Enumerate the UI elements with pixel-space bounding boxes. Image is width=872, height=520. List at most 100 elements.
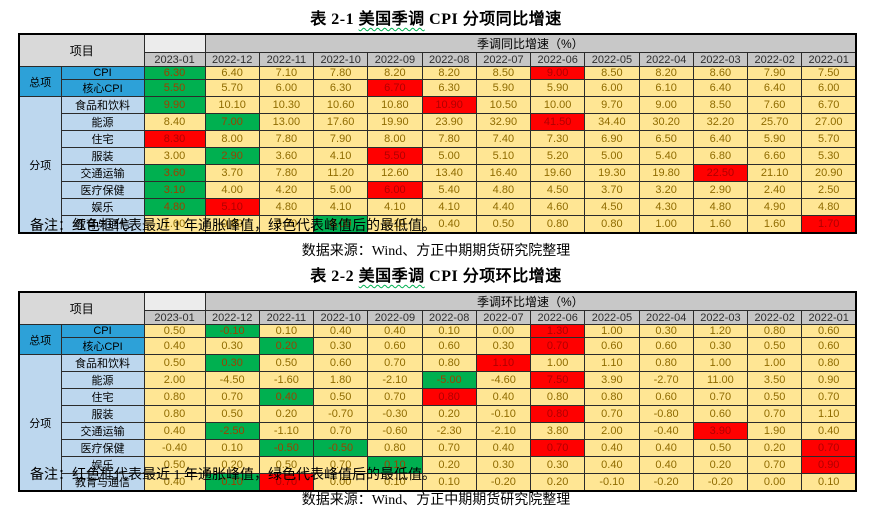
value-cell: 1.00 bbox=[747, 354, 803, 372]
value-cell: 3.80 bbox=[530, 422, 586, 440]
value-cell: 8.00 bbox=[367, 130, 423, 148]
column-header-date: 2022-04 bbox=[638, 310, 694, 325]
value-cell: 0.50 bbox=[747, 337, 803, 355]
table2-note: 备注：红色框代表最近 1 年通胀峰值，绿色代表峰值后的最低值。 bbox=[30, 468, 436, 483]
value-cell: 0.60 bbox=[692, 405, 749, 423]
column-header-date: 2022-08 bbox=[421, 310, 477, 325]
value-cell: 30.20 bbox=[638, 113, 694, 131]
value-cell: 3.20 bbox=[638, 181, 694, 199]
value-cell: -0.40 bbox=[143, 439, 206, 457]
value-cell: 9.70 bbox=[584, 96, 640, 114]
value-cell: 4.90 bbox=[747, 198, 803, 216]
value-cell: 0.80 bbox=[584, 215, 640, 234]
value-cell: 2.90 bbox=[204, 147, 260, 165]
value-cell: 5.00 bbox=[313, 181, 369, 199]
value-cell: 0.80 bbox=[801, 354, 857, 372]
value-cell: 0.70 bbox=[747, 405, 803, 423]
value-cell: 3.50 bbox=[747, 371, 803, 389]
value-cell: 4.10 bbox=[313, 198, 369, 216]
value-cell: 6.70 bbox=[801, 96, 857, 114]
value-cell: 0.70 bbox=[313, 456, 369, 474]
value-cell: 0.30 bbox=[638, 324, 694, 338]
cpi-yoy-table: 项目 季调同比增速（%） 2023-01 2022-12 2022-11 2022-10 2… bbox=[18, 33, 858, 234]
value-cell: 7.00 bbox=[204, 113, 260, 131]
value-cell: 0.40 bbox=[584, 439, 640, 457]
value-cell: 0.50 bbox=[143, 456, 206, 474]
value-cell: 0.80 bbox=[584, 388, 640, 406]
value-cell: 3.60 bbox=[143, 164, 206, 182]
value-cell: -0.50 bbox=[313, 439, 369, 457]
value-cell: 0.60 bbox=[313, 354, 369, 372]
value-cell: 25.70 bbox=[747, 113, 803, 131]
value-cell: 4.80 bbox=[258, 198, 315, 216]
value-cell: 8.20 bbox=[367, 66, 423, 80]
value-cell: 0.80 bbox=[530, 215, 586, 234]
column-header-date: 2022-02 bbox=[747, 52, 803, 67]
value-cell: 2.00 bbox=[143, 371, 206, 389]
value-cell: -1.60 bbox=[258, 371, 315, 389]
value-cell: 6.10 bbox=[638, 79, 694, 97]
value-cell: 0.00 bbox=[313, 473, 369, 492]
value-cell: 4.10 bbox=[367, 198, 423, 216]
value-cell: 7.40 bbox=[475, 130, 532, 148]
column-header-date: 2023-01 bbox=[143, 310, 206, 325]
row-label: 核心CPI bbox=[60, 337, 145, 355]
column-header-date: 2022-09 bbox=[367, 310, 423, 325]
value-cell: 0.20 bbox=[258, 405, 315, 423]
value-cell: 5.20 bbox=[530, 147, 586, 165]
value-cell: 5.70 bbox=[801, 130, 857, 148]
value-cell: 4.10 bbox=[421, 198, 477, 216]
value-cell: 6.40 bbox=[692, 130, 749, 148]
table1-source: 数据来源：Wind、方正中期期货研究院整理 bbox=[301, 244, 571, 259]
cpi-mom-table: 项目 季调环比增速（%） 2023-01 2022-12 2022-11 2022-10 2… bbox=[18, 291, 858, 492]
value-cell: 0.70 bbox=[530, 337, 586, 355]
value-cell: 11.00 bbox=[692, 371, 749, 389]
column-header-date: 2022-12 bbox=[204, 310, 260, 325]
value-cell: 1.20 bbox=[692, 324, 749, 338]
value-cell: 6.40 bbox=[747, 79, 803, 97]
value-cell: 6.40 bbox=[204, 66, 260, 80]
row-label: 医疗保健 bbox=[60, 181, 145, 199]
row-label: CPI bbox=[60, 66, 145, 80]
column-header-date: 2022-10 bbox=[313, 310, 369, 325]
column-header-date: 2022-08 bbox=[421, 52, 477, 67]
value-cell: 3.60 bbox=[258, 147, 315, 165]
row-label: 医疗保健 bbox=[60, 439, 145, 457]
table2-title-prefix: 表 2-2 bbox=[310, 268, 355, 285]
column-header-date: 2022-04 bbox=[638, 52, 694, 67]
value-cell: 0.20 bbox=[692, 456, 749, 474]
column-header-date: 2022-07 bbox=[475, 52, 532, 67]
value-cell: 1.00 bbox=[584, 324, 640, 338]
row-label: 交通运输 bbox=[60, 164, 145, 182]
value-cell: 6.30 bbox=[143, 66, 206, 80]
value-cell: 0.40 bbox=[475, 388, 532, 406]
value-cell: 19.30 bbox=[584, 164, 640, 182]
value-cell: 6.70 bbox=[367, 79, 423, 97]
value-cell: 0.80 bbox=[421, 388, 477, 406]
value-cell: 0.30 bbox=[475, 456, 532, 474]
column-header-date: 2023-01 bbox=[143, 52, 206, 67]
value-cell: 5.00 bbox=[421, 147, 477, 165]
value-cell: 0.10 bbox=[258, 324, 315, 338]
value-cell: 8.50 bbox=[692, 96, 749, 114]
value-cell: 0.40 bbox=[367, 324, 423, 338]
value-cell: 0.80 bbox=[530, 388, 586, 406]
table2-title: 表 2-2 美国季调 CPI 分项环比增速 bbox=[0, 262, 872, 286]
value-cell: 0.70 bbox=[692, 388, 749, 406]
value-cell: 0.80 bbox=[143, 388, 206, 406]
value-cell: 10.80 bbox=[367, 96, 423, 114]
value-cell: 5.00 bbox=[584, 147, 640, 165]
value-cell: 3.90 bbox=[692, 422, 749, 440]
value-cell: 7.80 bbox=[313, 66, 369, 80]
value-cell: 1.10 bbox=[584, 354, 640, 372]
row-label: 娱乐 bbox=[60, 456, 145, 474]
column-header-date: 2022-10 bbox=[313, 52, 369, 67]
value-cell: 8.20 bbox=[421, 66, 477, 80]
value-cell: 0.00 bbox=[475, 324, 532, 338]
value-cell: 0.20 bbox=[530, 473, 586, 492]
value-cell: 8.50 bbox=[584, 66, 640, 80]
value-cell: 21.10 bbox=[747, 164, 803, 182]
row-label: 娱乐 bbox=[60, 198, 145, 216]
value-cell: -2.10 bbox=[367, 371, 423, 389]
value-cell: 0.40 bbox=[801, 422, 857, 440]
